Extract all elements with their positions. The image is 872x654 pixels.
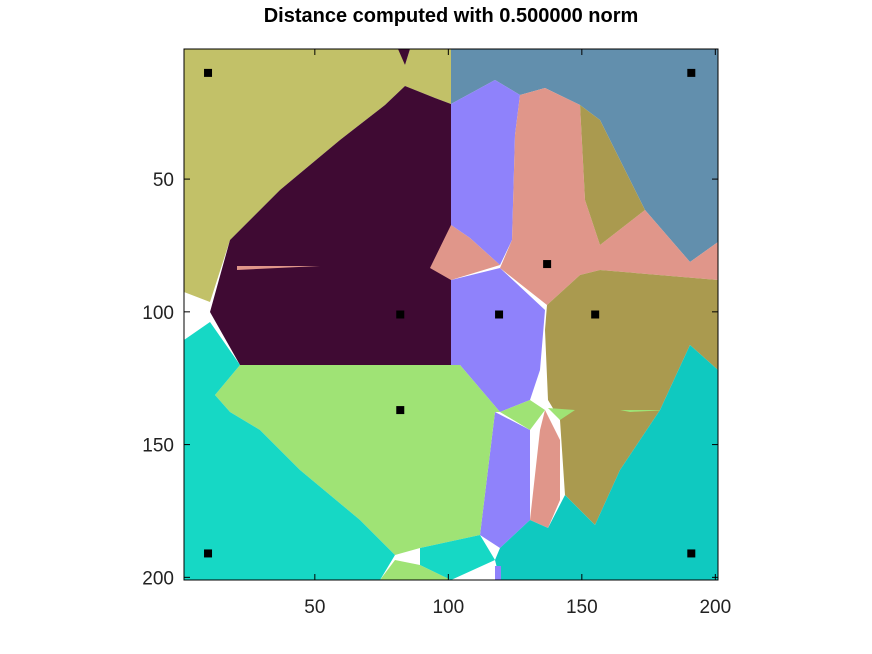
axes: 50 100 150 200 50 100 150 200 — [142, 49, 731, 618]
seed-point — [687, 68, 696, 77]
seed-point — [591, 310, 600, 319]
seed-point — [543, 260, 552, 269]
region-top-right — [451, 49, 718, 262]
y-tick-label: 100 — [142, 303, 174, 324]
seed-point — [687, 549, 696, 558]
seed-point — [204, 68, 213, 77]
x-tick-label: 150 — [566, 597, 598, 618]
chart-title: Distance computed with 0.500000 norm — [264, 5, 639, 27]
y-tick-label: 50 — [153, 170, 174, 191]
seed-points — [204, 68, 696, 558]
region-bottom-left — [184, 322, 495, 580]
y-tick-label: 150 — [142, 436, 174, 457]
seed-point — [204, 549, 213, 558]
seed-point — [396, 406, 405, 415]
y-tick-label: 200 — [142, 568, 174, 589]
x-tick-label: 50 — [304, 597, 325, 618]
region-olive — [545, 105, 718, 525]
region-green — [215, 365, 668, 580]
plot-area: 50 100 150 200 50 100 150 200 — [142, 48, 731, 618]
region-top-left — [184, 49, 451, 302]
seed-point — [396, 310, 405, 319]
regions — [184, 49, 718, 580]
region-bottom-right — [495, 345, 718, 580]
seed-point — [495, 310, 504, 319]
x-tick-label: 200 — [699, 597, 731, 618]
x-tick-label: 100 — [432, 597, 464, 618]
region-purple-notch — [495, 566, 501, 580]
region-top-center — [210, 49, 451, 365]
plot-frame — [183, 48, 719, 581]
